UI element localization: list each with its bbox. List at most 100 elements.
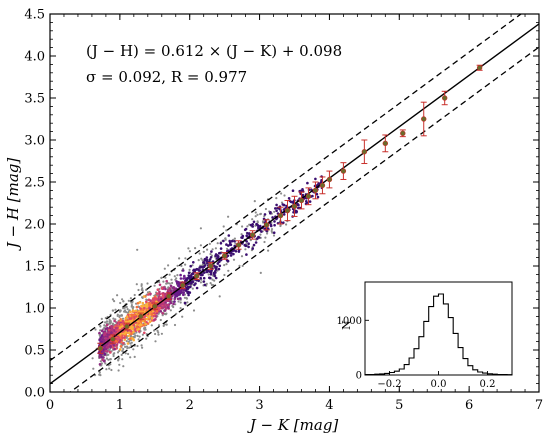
scatter-point-outer (206, 248, 209, 251)
scatter-point (295, 210, 299, 213)
scatter-point (269, 223, 273, 227)
scatter-point (251, 223, 254, 226)
scatter-point (182, 277, 185, 280)
scatter-point (181, 269, 185, 272)
y-tick-label: 2.0 (24, 218, 45, 233)
scatter-point (182, 293, 185, 297)
scatter-point (216, 262, 220, 265)
scatter-point (237, 250, 241, 253)
scatter-point-outer (105, 320, 109, 323)
scatter-point-outer (129, 297, 132, 300)
scatter-point-outer (133, 336, 136, 339)
scatter-point (141, 301, 145, 305)
scatter-point (105, 323, 109, 327)
scatter-point-outer (225, 247, 229, 250)
scatter-point (175, 280, 178, 283)
scatter-point (168, 287, 172, 290)
scatter-point-outer (92, 367, 95, 370)
scatter-point (150, 319, 154, 322)
scatter-point-outer (188, 268, 191, 271)
scatter-point-outer (216, 242, 219, 245)
scatter-point (136, 328, 139, 332)
scatter-point (213, 264, 216, 268)
scatter-point (143, 331, 146, 335)
scatter-point (226, 249, 229, 253)
scatter-point (114, 339, 118, 343)
scatter-point-outer (121, 317, 125, 320)
scatter-point (219, 251, 222, 255)
scatter-point (191, 280, 195, 283)
scatter-point (113, 319, 116, 323)
fit-equation: (J − H) = 0.612 × (J − K) + 0.098 (86, 42, 342, 60)
scatter-point (289, 200, 293, 204)
scatter-point-outer (140, 283, 143, 286)
scatter-point (308, 200, 312, 203)
scatter-point-outer (256, 213, 259, 216)
scatter-point-outer (164, 276, 167, 279)
scatter-point-outer (104, 321, 107, 324)
scatter-point-outer (121, 349, 124, 353)
scatter-point-outer (127, 299, 130, 302)
scatter-point (130, 317, 133, 320)
scatter-point-outer (201, 259, 204, 262)
scatter-point (130, 336, 134, 340)
scatter-point-outer (120, 314, 123, 317)
scatter-point-outer (207, 273, 210, 276)
scatter-point (118, 348, 122, 351)
scatter-point-outer (145, 298, 148, 301)
scatter-point (114, 326, 118, 330)
inset-x-tick-label: 0.0 (431, 379, 447, 390)
scatter-point (199, 276, 202, 280)
scatter-point-outer (254, 211, 257, 214)
scatter-point-outer (141, 333, 144, 336)
scatter-point (169, 284, 173, 288)
scatter-point-outer (199, 244, 202, 247)
scatter-point-outer (167, 264, 170, 267)
binned-point (305, 193, 312, 199)
scatter-point (107, 331, 111, 334)
x-tick-labels: 0 1 2 3 4 5 6 7 (46, 398, 543, 413)
binned-point (180, 282, 186, 289)
scatter-point-outer (133, 355, 136, 358)
scatter-point (246, 232, 249, 235)
scatter-point-outer (214, 247, 217, 250)
scatter-point (132, 309, 135, 313)
upper-sigma-line (50, 14, 523, 362)
scatter-point-outer (157, 324, 161, 327)
scatter-point (152, 297, 155, 301)
scatter-point (213, 274, 216, 278)
scatter-point-outer (150, 324, 153, 327)
scatter-point-outer (162, 280, 165, 283)
scatter-point (210, 250, 213, 253)
scatter-point (176, 297, 180, 301)
scatter-point-outer (141, 296, 144, 299)
scatter-point (142, 295, 146, 298)
scatter-point (123, 338, 127, 341)
scatter-point (251, 247, 254, 250)
binned-point (400, 130, 406, 136)
scatter-point (203, 283, 207, 287)
scatter-point (217, 267, 221, 271)
scatter-point (254, 241, 258, 244)
scatter-point-outer (158, 280, 161, 284)
scatter-point-outer (179, 301, 182, 304)
scatter-point (107, 337, 110, 341)
scatter-point-outer (108, 358, 112, 361)
scatter-point-outer (112, 317, 115, 320)
scatter-point-outer (146, 282, 149, 285)
scatter-point-outer (213, 279, 216, 282)
inset-background (349, 279, 517, 381)
scatter-point (179, 297, 182, 300)
scatter-point-outer (124, 352, 127, 355)
scatter-point-outer (125, 336, 128, 339)
scatter-point (229, 251, 233, 255)
scatter-point-outer (159, 318, 162, 322)
scatter-point-outer (273, 210, 276, 213)
scatter-point (121, 336, 124, 339)
scatter-point (153, 318, 156, 322)
scatter-point (115, 324, 118, 327)
scatter-point-outer (160, 276, 163, 279)
inset-histogram: −0.2 0.0 0.2 0 1000 N (337, 279, 517, 390)
scatter-point (145, 300, 148, 304)
scatter-point (106, 333, 109, 336)
